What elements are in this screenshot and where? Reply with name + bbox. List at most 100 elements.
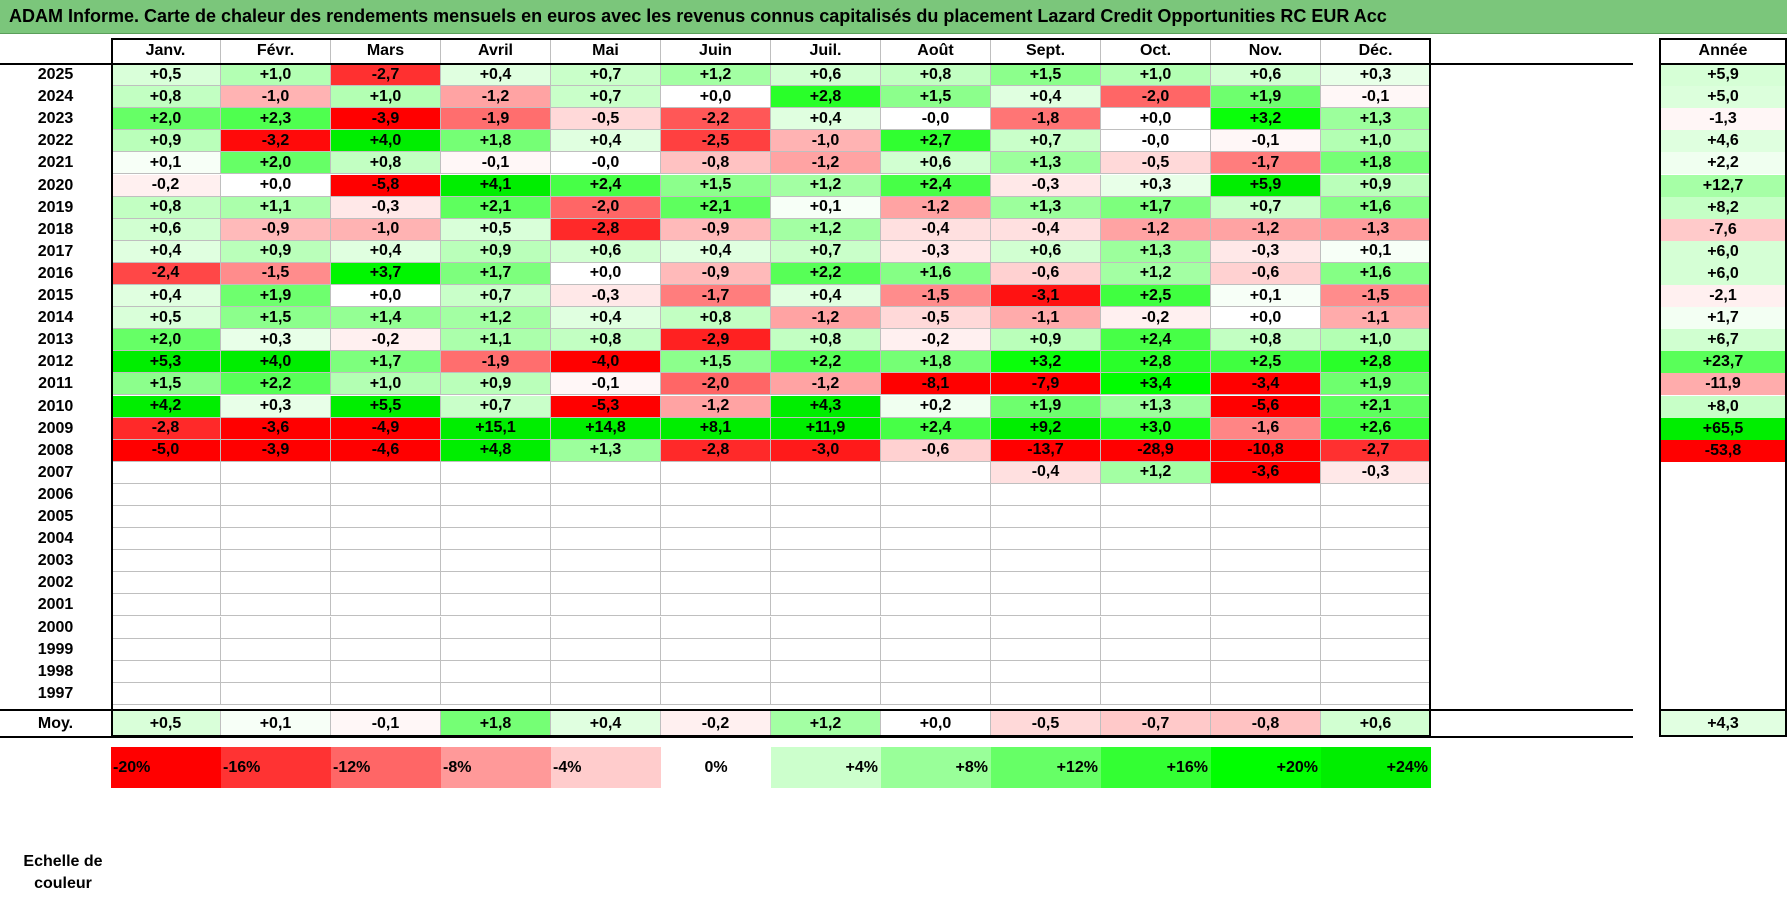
heatmap-cell: -2,0 xyxy=(661,373,771,396)
annual-cell: +6,7 xyxy=(1659,329,1787,352)
color-scale-swatch: -20% xyxy=(111,747,221,788)
row-year-label: 2001 xyxy=(37,596,74,614)
annual-cell: +5,9 xyxy=(1659,64,1787,87)
heatmap-cell xyxy=(661,528,771,551)
heatmap-cell: +0,4 xyxy=(771,285,881,308)
heatmap-cell xyxy=(881,461,991,484)
heatmap-cell: +1,5 xyxy=(111,373,221,396)
heatmap-cell: +0,4 xyxy=(771,108,881,131)
heatmap-cell xyxy=(771,616,881,639)
annual-cell: +1,7 xyxy=(1659,307,1787,330)
heatmap-cell: +1,0 xyxy=(1101,64,1211,87)
heatmap-cell xyxy=(551,528,661,551)
heatmap-cell: -0,1 xyxy=(1211,130,1321,153)
heatmap-cell xyxy=(1211,660,1321,683)
heatmap-cell: +2,7 xyxy=(881,130,991,153)
heatmap-cell: -1,0 xyxy=(771,130,881,153)
heatmap-cell: +4,8 xyxy=(441,439,551,462)
heatmap-cell: -2,0 xyxy=(551,196,661,219)
heatmap-cell xyxy=(111,461,221,484)
heatmap-cell: +11,9 xyxy=(771,417,881,440)
heatmap-cell: -0,8 xyxy=(661,152,771,175)
heatmap-cell xyxy=(221,616,331,639)
header-divider xyxy=(0,63,1633,65)
heatmap-cell: +0,6 xyxy=(111,218,221,241)
heatmap-cell: -1,2 xyxy=(441,86,551,109)
heatmap-cell xyxy=(881,594,991,617)
heatmap-cell xyxy=(221,528,331,551)
heatmap-cell: -1,1 xyxy=(1321,307,1431,330)
heatmap-cell xyxy=(1211,594,1321,617)
heatmap-cell: -0,1 xyxy=(551,373,661,396)
month-header: Avril xyxy=(441,38,551,64)
heatmap-cell: +15,1 xyxy=(441,417,551,440)
heatmap-cell: +2,4 xyxy=(881,174,991,197)
average-cell: -0,2 xyxy=(661,711,771,737)
heatmap-cell: +1,8 xyxy=(881,351,991,374)
heatmap-cell: -1,9 xyxy=(441,108,551,131)
average-cell: -0,5 xyxy=(991,711,1101,737)
heatmap-cell: +0,9 xyxy=(991,329,1101,352)
heatmap-cell xyxy=(771,550,881,573)
heatmap-cell: -0,6 xyxy=(991,262,1101,285)
heatmap-cell: -0,3 xyxy=(1211,240,1321,263)
heatmap-cell: +0,4 xyxy=(111,240,221,263)
heatmap-cell xyxy=(1321,528,1431,551)
heatmap-cell: +4,3 xyxy=(771,395,881,418)
row-year-label: 2025 xyxy=(37,66,74,84)
heatmap-cell xyxy=(441,528,551,551)
heatmap-cell: -0,2 xyxy=(111,174,221,197)
heatmap-cell: +1,2 xyxy=(441,307,551,330)
heatmap-cell xyxy=(881,506,991,529)
heatmap-cell: +1,5 xyxy=(661,174,771,197)
heatmap-cell xyxy=(1321,483,1431,506)
annual-cell: +65,5 xyxy=(1659,417,1787,440)
row-year-label: 2007 xyxy=(37,463,74,481)
heatmap-cell: -0,3 xyxy=(881,240,991,263)
heatmap-cell: +1,7 xyxy=(331,351,441,374)
heatmap-cell: -5,0 xyxy=(111,439,221,462)
heatmap-cell xyxy=(331,506,441,529)
heatmap-cell: -1,7 xyxy=(661,285,771,308)
heatmap-cell: -0,2 xyxy=(331,329,441,352)
heatmap-cell: +1,0 xyxy=(221,64,331,87)
average-cell: -0,8 xyxy=(1211,711,1321,737)
month-header: Oct. xyxy=(1101,38,1211,64)
heatmap-cell: +1,2 xyxy=(661,64,771,87)
heatmap-cell xyxy=(551,572,661,595)
annual-cell: +2,2 xyxy=(1659,152,1787,175)
color-scale-swatch: +20% xyxy=(1211,747,1321,788)
heatmap-cell xyxy=(1101,528,1211,551)
heatmap-cell xyxy=(441,483,551,506)
row-year-label: 2012 xyxy=(37,353,74,371)
heatmap-cell xyxy=(881,616,991,639)
heatmap-cell xyxy=(881,572,991,595)
heatmap-cell: -1,5 xyxy=(1321,285,1431,308)
heatmap-cell xyxy=(1321,550,1431,573)
heatmap-cell xyxy=(1101,572,1211,595)
heatmap-cell xyxy=(111,660,221,683)
row-year-label: 2024 xyxy=(37,88,74,106)
average-cell: -0,7 xyxy=(1101,711,1211,737)
heatmap-cell: -1,6 xyxy=(1211,417,1321,440)
heatmap-cell xyxy=(991,594,1101,617)
color-scale-swatch: +4% xyxy=(771,747,881,788)
heatmap-cell: +1,0 xyxy=(331,373,441,396)
heatmap-cell xyxy=(441,682,551,705)
heatmap-cell: -0,4 xyxy=(991,218,1101,241)
heatmap-cell: -5,8 xyxy=(331,174,441,197)
heatmap-cell: +1,7 xyxy=(1101,196,1211,219)
heatmap-cell: +1,0 xyxy=(331,86,441,109)
heatmap-cell: +2,0 xyxy=(221,152,331,175)
month-header: Mai xyxy=(551,38,661,64)
average-cell: +0,0 xyxy=(881,711,991,737)
month-header: Févr. xyxy=(221,38,331,64)
heatmap-cell: -2,4 xyxy=(111,262,221,285)
heatmap-cell xyxy=(771,528,881,551)
heatmap-cell xyxy=(331,594,441,617)
heatmap-cell xyxy=(441,616,551,639)
color-scale-swatch: -12% xyxy=(331,747,441,788)
heatmap-cell xyxy=(1211,638,1321,661)
heatmap-cell xyxy=(1211,483,1321,506)
heatmap-cell xyxy=(221,461,331,484)
